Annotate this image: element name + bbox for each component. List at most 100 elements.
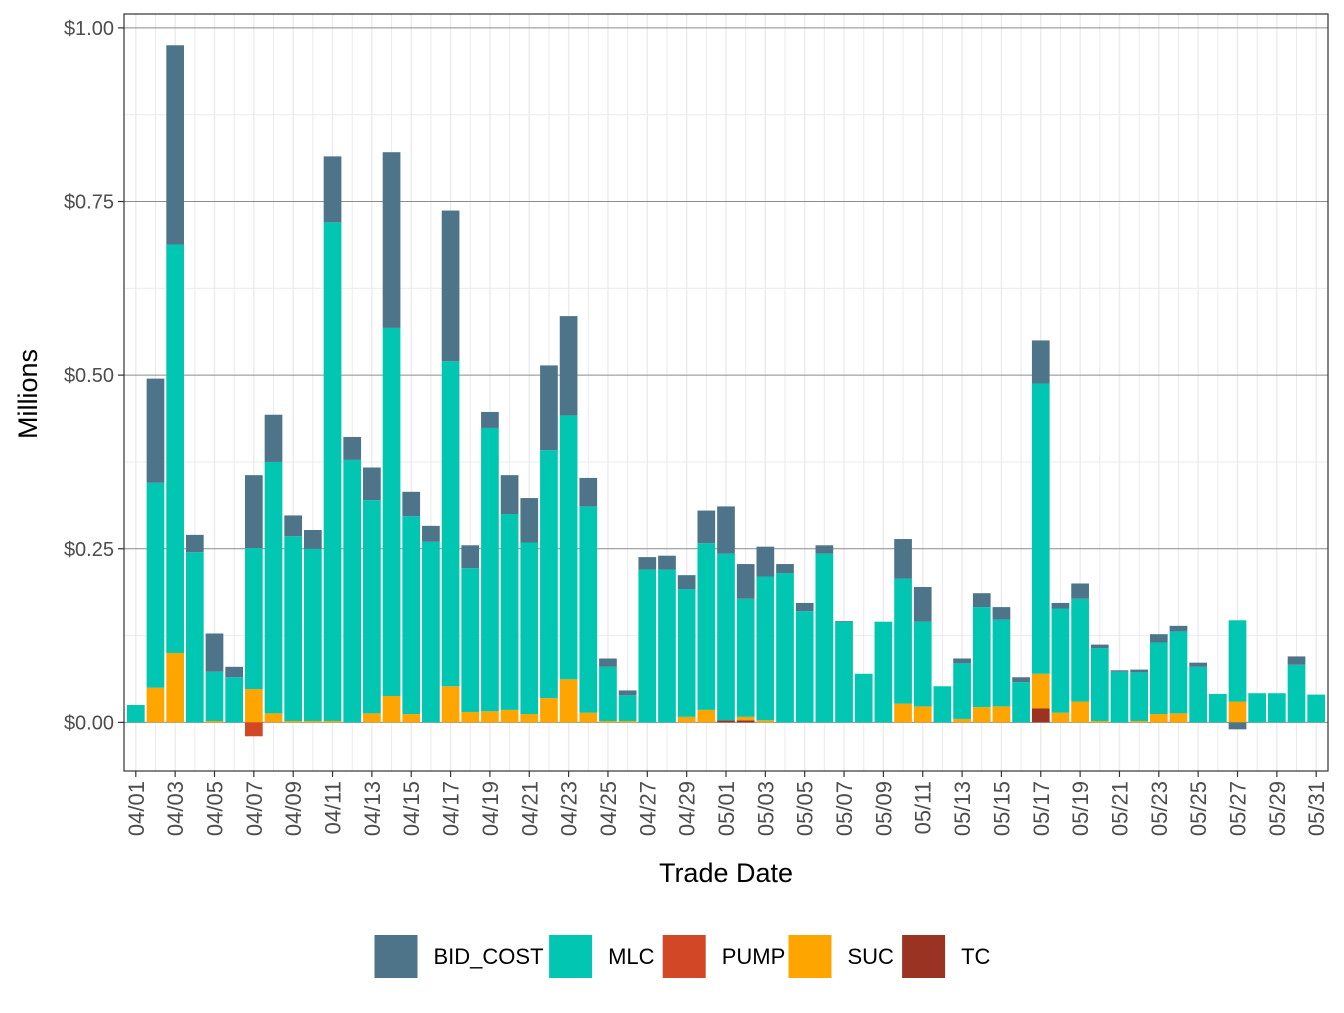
bar-mlc-04-10 (304, 548, 322, 721)
x-axis-title: Trade Date (659, 858, 793, 888)
bar-bid-cost-05-04 (776, 564, 794, 574)
bar-suc-05-15 (992, 706, 1011, 723)
bar-mlc-05-25 (1189, 666, 1208, 723)
bar-bid-cost-05-14 (972, 593, 991, 608)
x-tick-label: 04/09 (281, 781, 306, 836)
bar-mlc-04-30 (697, 543, 716, 710)
bar-mlc-05-12 (933, 686, 952, 723)
bar-bid-cost-04-20 (500, 475, 519, 515)
x-tick-label: 04/23 (557, 781, 582, 836)
y-axis-title: Millions (13, 349, 43, 439)
bar-bid-cost-05-07 (835, 620, 853, 622)
bar-bid-cost-04-14 (382, 152, 401, 328)
legend-key-mlc (549, 935, 593, 978)
legend-key-pump (662, 935, 706, 978)
bar-mlc-04-06 (225, 677, 244, 723)
bar-suc-04-30 (697, 709, 716, 723)
bar-mlc-05-21 (1110, 671, 1129, 723)
bar-bid-cost-04-17 (441, 210, 460, 362)
bar-suc-05-14 (972, 707, 991, 723)
bar-mlc-04-25 (599, 666, 617, 721)
bar-bid-cost-04-06 (225, 666, 244, 678)
bar-bid-cost-05-20 (1090, 644, 1109, 649)
legend-key-bid-cost (374, 935, 418, 978)
bar-bid-cost-05-18 (1051, 602, 1070, 609)
bar-mlc-04-29 (677, 589, 696, 717)
y-tick-label: $0.00 (64, 712, 114, 734)
bar-suc-04-18 (461, 711, 480, 723)
bar-bid-cost-04-13 (363, 467, 381, 501)
x-tick-label: 05/31 (1304, 781, 1329, 836)
x-tick-label: 05/15 (989, 781, 1014, 836)
x-tick-label: 04/19 (478, 781, 503, 836)
bar-mlc-05-31 (1307, 694, 1326, 723)
bar-suc-04-22 (540, 698, 558, 723)
bar-suc-04-24 (579, 712, 598, 723)
bar-mlc-04-20 (500, 514, 519, 710)
bar-mlc-05-02 (736, 598, 755, 717)
bar-mlc-04-17 (441, 361, 460, 687)
bar-mlc-05-17 (1031, 383, 1050, 674)
bar-bid-cost-05-15 (992, 607, 1011, 620)
x-tick-label: 04/13 (360, 781, 385, 836)
bar-mlc-04-19 (481, 427, 499, 712)
x-tick-label: 05/03 (753, 781, 778, 836)
bar-suc-05-10 (894, 703, 912, 723)
bar-mlc-05-03 (756, 576, 775, 721)
x-tick-label: 05/09 (871, 781, 896, 836)
bar-mlc-05-09 (874, 621, 893, 723)
bar-bid-cost-05-05 (795, 602, 814, 612)
bar-mlc-04-23 (559, 415, 578, 680)
bar-suc-05-23 (1149, 714, 1168, 723)
x-tick-label: 04/15 (399, 781, 424, 836)
bar-bid-cost-04-30 (697, 510, 716, 544)
bar-suc-04-26 (618, 720, 637, 723)
legend-label-mlc: MLC (608, 944, 655, 969)
bar-bid-cost-04-02 (146, 378, 165, 483)
bar-mlc-05-27 (1228, 620, 1247, 702)
bar-bid-cost-05-19 (1071, 583, 1089, 599)
legend: BID_COST MLC PUMP SUC TC (374, 935, 991, 978)
x-tick-label: 05/07 (832, 781, 857, 836)
bar-mlc-05-13 (953, 663, 971, 719)
x-tick-label: 05/17 (1029, 781, 1054, 836)
bar-bid-cost-04-23 (559, 316, 578, 416)
bar-bid-cost-04-16 (422, 525, 440, 542)
bar-bid-cost-05-01 (717, 506, 735, 554)
bar-mlc-05-22 (1130, 672, 1148, 721)
bar-suc-05-27 (1228, 701, 1247, 723)
x-tick-label: 05/19 (1068, 781, 1093, 836)
bar-mlc-04-13 (363, 500, 381, 714)
bar-suc-04-15 (402, 714, 421, 723)
bar-bid-cost-04-29 (677, 575, 696, 590)
bar-bid-cost-04-09 (284, 515, 303, 537)
bar-mlc-05-23 (1149, 642, 1168, 715)
bar-mlc-04-21 (520, 542, 539, 715)
bar-mlc-05-30 (1287, 664, 1306, 723)
bar-suc-05-11 (913, 706, 932, 723)
bar-bid-cost-04-28 (658, 555, 676, 570)
legend-label-suc: SUC (848, 944, 895, 969)
bar-bid-cost-05-16 (1012, 677, 1030, 683)
bar-bid-cost-04-04 (185, 534, 204, 553)
bar-suc-04-14 (382, 695, 401, 723)
bar-mlc-05-28 (1248, 693, 1267, 723)
bar-mlc-04-08 (264, 461, 283, 714)
bar-suc-04-23 (559, 679, 578, 723)
bar-mlc-05-01 (717, 553, 735, 721)
bar-mlc-04-27 (638, 569, 657, 723)
bar-suc-04-08 (264, 713, 283, 723)
legend-key-suc (788, 935, 832, 978)
bar-mlc-05-29 (1267, 693, 1286, 723)
x-tick-label: 04/25 (596, 781, 621, 836)
legend-key-tc (902, 935, 946, 978)
bar-suc-04-20 (500, 709, 519, 723)
bar-bid-cost-04-26 (618, 690, 637, 696)
bar-mlc-04-12 (343, 459, 362, 723)
bar-bid-cost-04-24 (579, 477, 598, 507)
bar-suc-04-25 (599, 720, 617, 723)
x-tick-label: 05/25 (1186, 781, 1211, 836)
bar-mlc-04-11 (323, 222, 342, 721)
x-tick-label: 05/11 (911, 781, 936, 834)
bar-suc-05-22 (1130, 720, 1148, 723)
